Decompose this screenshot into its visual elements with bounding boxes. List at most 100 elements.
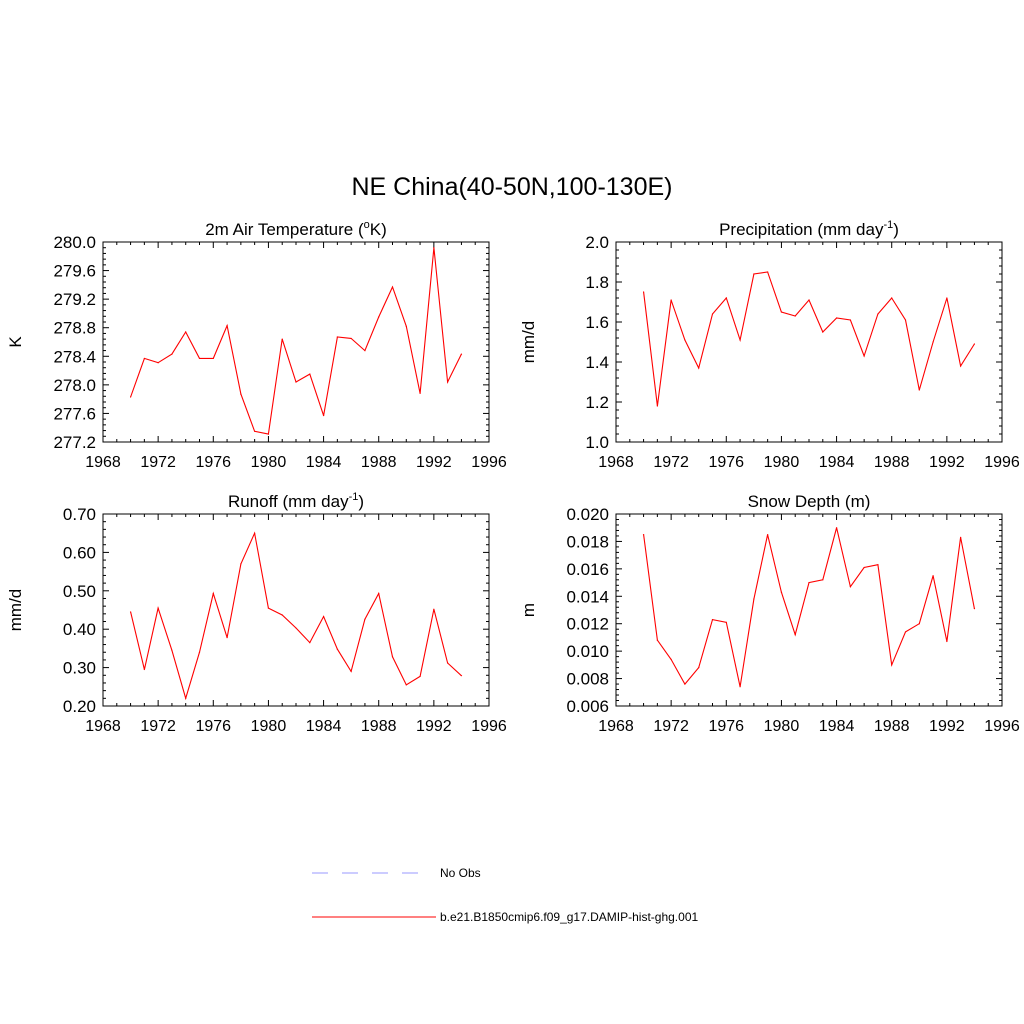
data-point	[226, 637, 228, 639]
data-point	[157, 607, 159, 609]
chart-legend: No Obs b.e21.B1850cmip6.f09_g17.DAMIP-hi…	[312, 866, 698, 924]
y-tick-label: 0.008	[566, 670, 609, 689]
data-point	[780, 591, 783, 593]
x-tick-label: 1976	[195, 718, 231, 735]
y-tick-label: 278.0	[53, 376, 96, 395]
data-point	[240, 563, 242, 565]
data-point	[447, 381, 449, 383]
data-point	[891, 664, 893, 666]
series-line	[643, 271, 975, 407]
chart-panels: 2m Air Temperature (oK) 1968 1972 1976 1980 1…	[6, 219, 1020, 735]
y-tick-label: 277.6	[53, 404, 96, 423]
data-point	[419, 392, 421, 395]
data-point	[973, 343, 976, 345]
x-tick-label: 1996	[471, 454, 507, 471]
x-tick-label: 1992	[416, 454, 452, 471]
legend-model-label: b.e21.B1850cmip6.f09_g17.DAMIP-hist-ghg.…	[440, 910, 698, 924]
y-tick-label: 0.30	[63, 659, 96, 678]
y-axis-label: mm/d	[6, 589, 25, 632]
data-point	[281, 338, 283, 340]
y-tick-label: 0.60	[63, 543, 96, 562]
data-point	[350, 337, 352, 340]
data-point	[378, 592, 380, 595]
data-point	[822, 579, 824, 581]
data-point	[642, 291, 645, 293]
data-point	[460, 353, 463, 355]
data-point	[670, 299, 672, 301]
data-point	[656, 639, 658, 641]
data-point	[711, 313, 714, 315]
data-point	[642, 533, 645, 536]
chart-panel-2: Precipitation (mm day-1) 1968 1972 1976 1980…	[519, 219, 1020, 471]
data-point	[835, 317, 838, 319]
data-point	[767, 271, 769, 273]
data-point	[767, 533, 769, 536]
data-point	[171, 649, 173, 651]
data-point	[725, 621, 727, 623]
data-point	[946, 297, 948, 299]
y-tick-label: 0.006	[566, 697, 609, 716]
x-tick-label: 1984	[306, 718, 342, 735]
x-tick-label: 1988	[874, 454, 910, 471]
y-tick-label: 0.014	[566, 587, 609, 606]
data-point	[240, 393, 242, 395]
x-tick-label: 1972	[653, 454, 689, 471]
data-point	[447, 662, 449, 664]
y-tick-label: 278.4	[53, 347, 96, 366]
y-tick-label: 277.2	[53, 433, 96, 452]
data-point	[656, 405, 658, 407]
panel-title: Snow Depth (m)	[748, 492, 871, 511]
x-tick-label: 1980	[251, 718, 287, 735]
data-point	[904, 631, 907, 633]
data-point	[212, 592, 214, 595]
data-point	[350, 670, 352, 673]
x-tick-label: 1980	[764, 718, 800, 735]
data-point	[698, 367, 700, 369]
data-point	[877, 564, 879, 566]
panel-title: Precipitation (mm day-1)	[719, 219, 899, 239]
data-point	[267, 607, 270, 609]
y-tick-label: 279.6	[53, 262, 96, 281]
x-tick-label: 1984	[819, 718, 855, 735]
data-point	[171, 353, 173, 355]
data-point	[143, 668, 145, 671]
data-point	[780, 311, 783, 313]
panel-title: 2m Air Temperature (oK)	[205, 219, 387, 239]
panel-title: Runoff (mm day-1)	[228, 491, 364, 511]
data-point	[254, 532, 256, 534]
data-point	[336, 336, 338, 338]
data-point	[739, 339, 741, 341]
x-tick-label: 1996	[471, 718, 507, 735]
y-tick-label: 0.018	[566, 532, 609, 551]
series-line	[130, 531, 462, 701]
data-point	[835, 527, 838, 529]
x-tick-label: 1980	[251, 454, 287, 471]
y-tick-label: 280.0	[53, 233, 96, 252]
x-tick-label: 1992	[929, 454, 965, 471]
y-tick-label: 0.20	[63, 697, 96, 716]
x-tick-label: 1996	[984, 718, 1020, 735]
data-point	[946, 640, 948, 643]
data-point	[198, 357, 201, 360]
plot-frame	[615, 513, 1003, 707]
x-tick-label: 1988	[874, 718, 910, 735]
data-point	[212, 357, 214, 360]
y-tick-label: 1.2	[585, 393, 609, 412]
legend-obs-label: No Obs	[440, 866, 481, 880]
data-point	[185, 331, 187, 333]
series-line	[643, 527, 975, 687]
y-tick-label: 279.2	[53, 290, 96, 309]
data-point	[336, 648, 338, 650]
y-tick-label: 1.8	[585, 273, 609, 292]
y-tick-label: 0.016	[566, 560, 609, 579]
data-point	[973, 608, 976, 610]
x-tick-label: 1984	[306, 454, 342, 471]
x-tick-label: 1968	[85, 718, 121, 735]
data-point	[322, 414, 325, 417]
x-tick-label: 1992	[929, 718, 965, 735]
y-tick-label: 2.0	[585, 233, 609, 252]
data-point	[309, 642, 311, 644]
plot-frame	[615, 241, 1003, 443]
data-point	[419, 675, 421, 678]
